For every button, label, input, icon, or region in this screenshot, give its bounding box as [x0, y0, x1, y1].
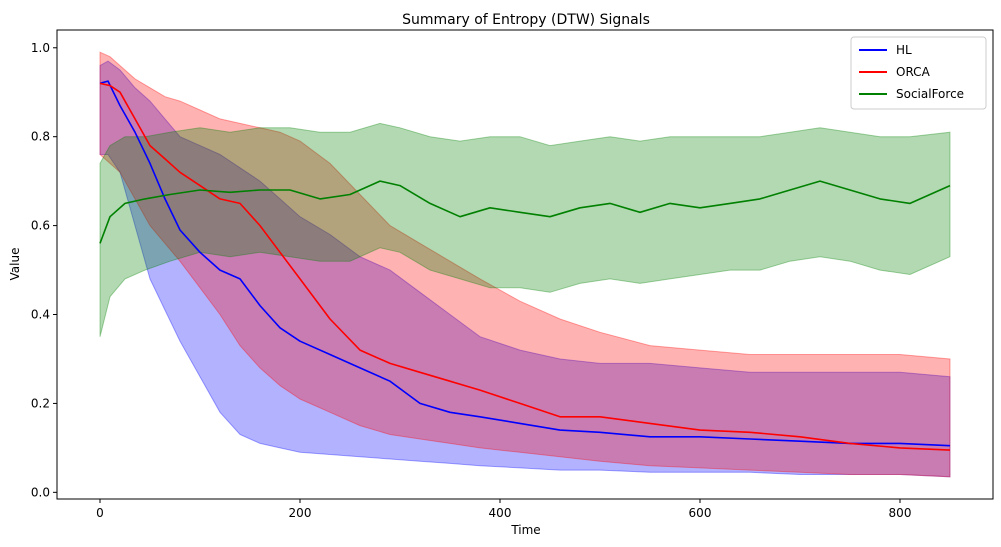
x-axis-label: Time — [510, 523, 540, 537]
band-orca — [99, 51, 951, 478]
legend-label-orca: ORCA — [896, 65, 931, 79]
y-tick-label: 1.0 — [31, 41, 50, 55]
x-tick-label: 200 — [289, 506, 312, 520]
line-socialforce — [99, 180, 951, 244]
legend-box — [850, 36, 987, 110]
band-hl — [99, 60, 951, 478]
legend-label-hl: HL — [896, 43, 912, 57]
y-tick-label: 0.8 — [31, 130, 50, 144]
x-tick-label: 800 — [889, 506, 912, 520]
y-tick-label: 0.6 — [31, 219, 50, 233]
x-tick-label: 400 — [489, 506, 512, 520]
band-socialforce — [99, 122, 951, 337]
x-axis: 0 200 400 600 800 — [96, 499, 911, 520]
x-tick-label: 600 — [689, 506, 712, 520]
y-tick-label: 0.0 — [31, 485, 50, 499]
y-tick-label: 0.2 — [31, 396, 50, 410]
plot-frame — [56, 29, 994, 500]
line-hl — [99, 80, 951, 447]
y-axis: 0.0 0.2 0.4 0.6 0.8 1.0 — [31, 41, 57, 499]
chart-title: Summary of Entropy (DTW) Signals — [402, 12, 650, 28]
line-orca — [99, 82, 951, 451]
y-axis-label: Value — [8, 248, 22, 281]
legend-label-socialforce: SocialForce — [896, 87, 964, 101]
x-tick-label: 0 — [96, 506, 104, 520]
y-tick-label: 0.4 — [31, 308, 50, 322]
plot-area — [99, 51, 951, 478]
legend: HL ORCA SocialForce — [850, 36, 987, 110]
